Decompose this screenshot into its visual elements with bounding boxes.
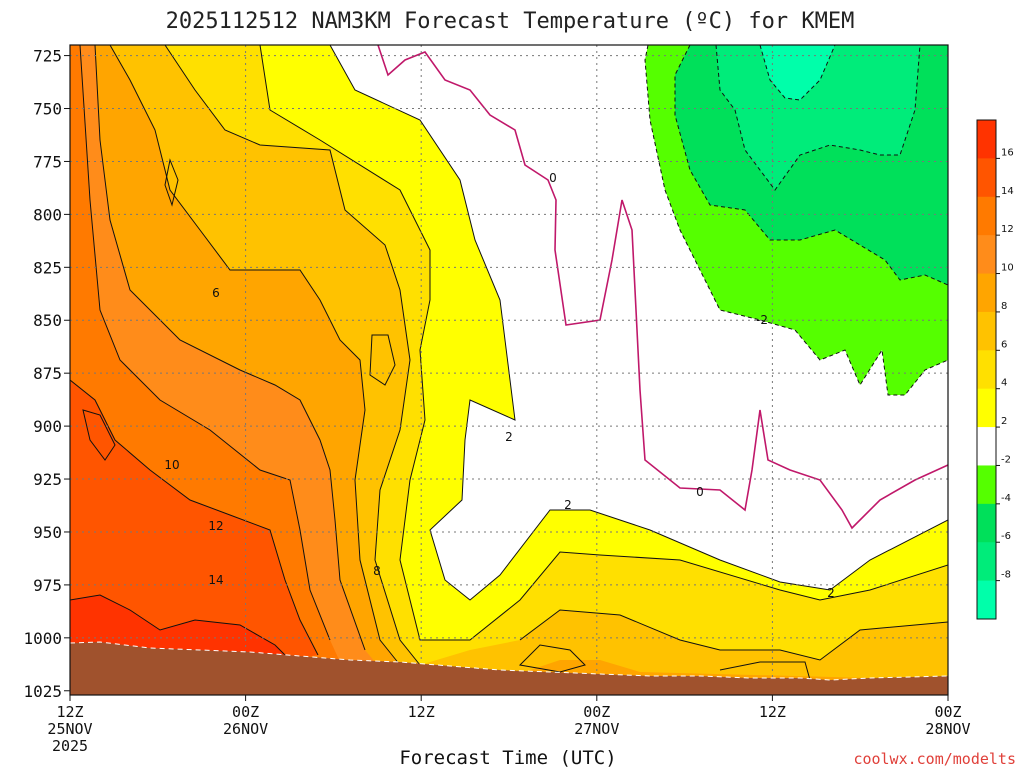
grid-lines bbox=[70, 45, 948, 695]
y-tick-label: 950 bbox=[33, 523, 62, 542]
colorbar-label: -8 bbox=[1001, 570, 1011, 581]
colorbar-label: 2 bbox=[1001, 416, 1007, 427]
x-tick-label: 27NOV bbox=[574, 720, 619, 738]
contour-label: 2 bbox=[827, 586, 835, 600]
y-tick-label: 875 bbox=[33, 364, 62, 383]
y-tick-label: 900 bbox=[33, 417, 62, 436]
colorbar-swatch bbox=[977, 350, 996, 390]
contour-label: 10 bbox=[164, 458, 179, 472]
plot-frame bbox=[69, 44, 949, 696]
colorbar-swatch bbox=[977, 388, 996, 428]
negative-contour-lines bbox=[644, 45, 948, 396]
temp-fill-m8-m6 bbox=[716, 45, 920, 190]
plot-area: 6 10 12 14 8 2 0 2 0 2 -2 bbox=[69, 44, 949, 696]
y-tick-label: 1025 bbox=[23, 682, 62, 701]
y-tick-label: 800 bbox=[33, 205, 62, 224]
colorbar-label: 12 bbox=[1001, 224, 1014, 235]
contour-label: 14 bbox=[208, 573, 223, 587]
colorbar-label: 16 bbox=[1001, 147, 1014, 158]
y-tick-label: 975 bbox=[33, 576, 62, 595]
x-tick-label: 2025 bbox=[52, 737, 88, 755]
colorbar-swatch bbox=[977, 503, 996, 543]
colorbar: 16 14 12 10 8 6 4 2 -2 -4 -6 -8 bbox=[976, 119, 1014, 620]
x-tick-label: 25NOV bbox=[47, 720, 92, 738]
colorbar-frame bbox=[976, 119, 997, 620]
contour-label-group: 6 10 12 14 8 2 0 2 0 2 -2 bbox=[164, 171, 834, 600]
colorbar-label: 6 bbox=[1001, 339, 1007, 350]
contour-label: 0 bbox=[696, 485, 704, 499]
colorbar-label: -2 bbox=[1001, 454, 1011, 465]
colorbar-swatch bbox=[977, 580, 996, 620]
y-tick-label: 775 bbox=[33, 152, 62, 171]
y-tick-label: 850 bbox=[33, 311, 62, 330]
contour-label: 2 bbox=[505, 430, 513, 444]
x-tick-label: 00Z bbox=[232, 703, 259, 721]
colorbar-swatch bbox=[977, 465, 996, 505]
x-tick-label: 00Z bbox=[934, 703, 961, 721]
temp-fill-m10-m8 bbox=[760, 45, 835, 100]
x-tick-label: 12Z bbox=[408, 703, 435, 721]
colorbar-label: 10 bbox=[1001, 263, 1014, 274]
freezing-line bbox=[377, 45, 948, 530]
colorbar-swatch bbox=[977, 273, 996, 313]
y-tick-label: 925 bbox=[33, 470, 62, 489]
colorbar-label: 4 bbox=[1001, 378, 1007, 389]
x-tick-label: 28NOV bbox=[925, 720, 970, 738]
contour-lines bbox=[70, 45, 948, 681]
x-tick-label: 12Z bbox=[56, 703, 83, 721]
contour-label: 8 bbox=[373, 564, 381, 578]
colorbar-swatch bbox=[977, 311, 996, 351]
colorbar-swatch bbox=[977, 235, 996, 275]
colorbar-swatch bbox=[977, 120, 996, 159]
y-tick-label: 725 bbox=[33, 47, 62, 66]
credit-text: coolwx.com/modelts bbox=[853, 750, 1016, 768]
y-tick-label: 750 bbox=[33, 100, 62, 119]
colorbar-swatch bbox=[977, 427, 996, 466]
colorbar-swatch bbox=[977, 196, 996, 236]
contour-label: 12 bbox=[208, 519, 223, 533]
colorbar-label: 8 bbox=[1001, 301, 1007, 312]
y-axis: 725 750 775 800 825 850 875 900 925 950 975 1000 102… bbox=[23, 47, 70, 701]
y-tick-label: 825 bbox=[33, 258, 62, 277]
contour-label: -2 bbox=[756, 313, 768, 327]
colorbar-label: 14 bbox=[1001, 186, 1014, 197]
colorbar-swatch bbox=[977, 158, 996, 198]
x-axis-title: Forecast Time (UTC) bbox=[399, 747, 616, 768]
x-tick-label: 00Z bbox=[583, 703, 610, 721]
contour-label: 2 bbox=[564, 498, 572, 512]
x-tick-label: 12Z bbox=[759, 703, 786, 721]
contour-label: 0 bbox=[549, 171, 557, 185]
colorbar-label: -4 bbox=[1001, 493, 1011, 504]
colorbar-swatch bbox=[977, 542, 996, 582]
colorbar-label: -6 bbox=[1001, 531, 1011, 542]
contour-label: 6 bbox=[212, 286, 220, 300]
terrain-edge bbox=[70, 641, 948, 681]
x-tick-label: 26NOV bbox=[223, 720, 268, 738]
y-tick-label: 1000 bbox=[23, 629, 62, 648]
chart-title: 2025112512 NAM3KM Forecast Temperature (… bbox=[166, 9, 855, 34]
